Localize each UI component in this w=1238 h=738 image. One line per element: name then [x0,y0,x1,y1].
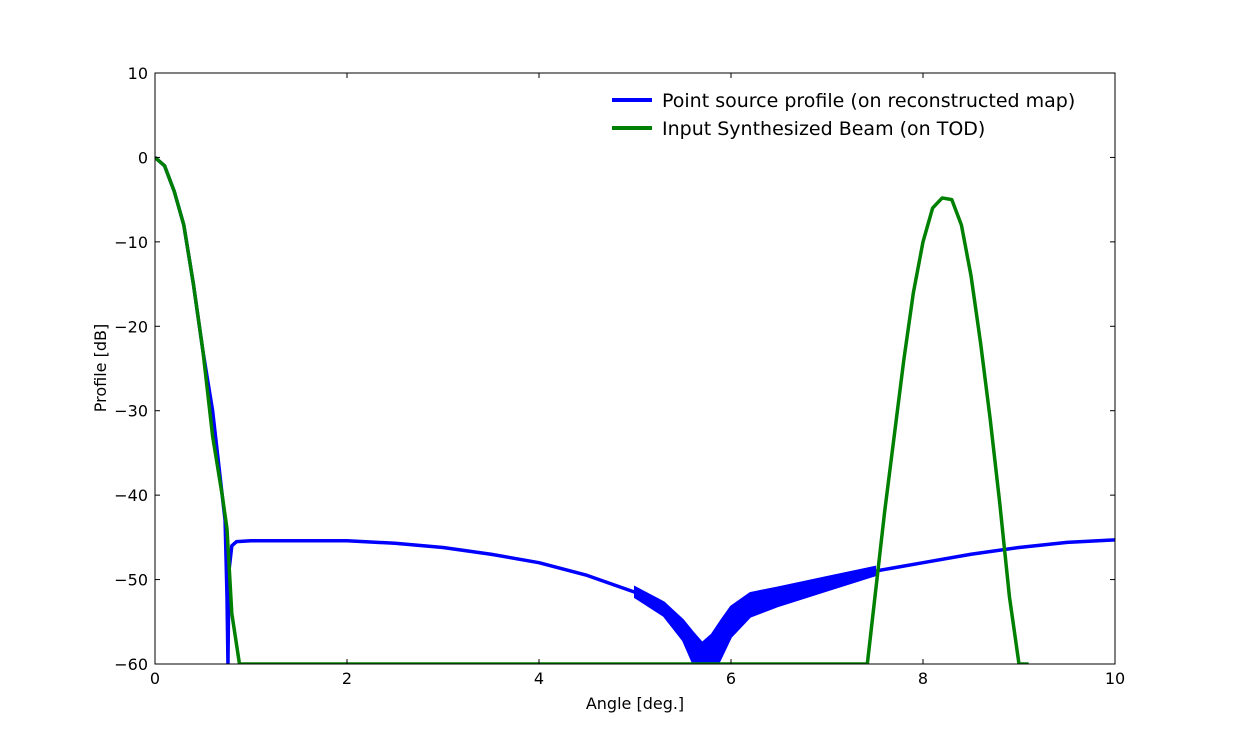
y-tick-label: −40 [114,486,148,505]
y-axis-label: Profile [dB] [91,324,110,412]
y-tick-label: −10 [114,233,148,252]
y-tick-label: −50 [114,571,148,590]
plot-frame [154,72,1116,665]
legend-label-1: Input Synthesized Beam (on TOD) [662,118,985,140]
y-tick-label: −30 [114,402,148,421]
x-tick-label: 0 [150,669,160,688]
x-tick-label: 2 [342,669,352,688]
y-tick-label: 0 [138,148,148,167]
x-axis-label: Angle [deg.] [586,694,684,713]
x-tick-label: 10 [1105,669,1125,688]
legend-label-0: Point source profile (on reconstructed m… [662,90,1075,112]
x-tick-label: 8 [918,669,928,688]
y-tick-label: 10 [128,64,148,83]
y-tick-label: −20 [114,317,148,336]
legend: Point source profile (on reconstructed m… [612,90,1075,140]
y-tick-label: −60 [114,655,148,674]
x-tick-label: 4 [534,669,544,688]
x-tick-label: 6 [726,669,736,688]
plot-area [155,73,1115,664]
series-line-0 [155,156,1115,664]
series-line-1 [155,156,1029,664]
